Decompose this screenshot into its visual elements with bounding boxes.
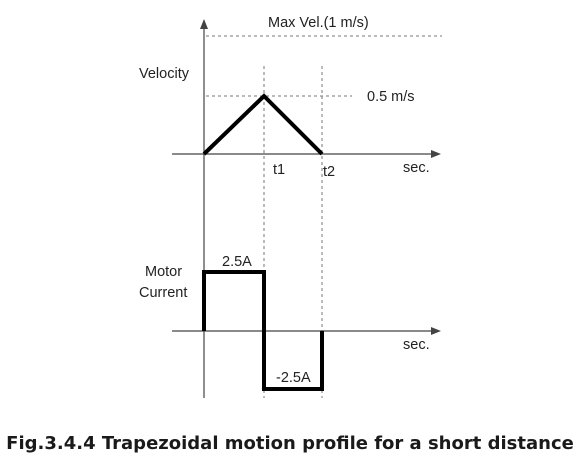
current-axis-label-line1: Motor [145,264,182,280]
t2-label: t2 [323,164,335,180]
max-velocity-label: Max Vel.(1 m/s) [268,15,369,31]
velocity-axis-label: Velocity [139,66,190,82]
current-axis-label-line2: Current [139,285,187,301]
time-unit-bottom-label: sec. [403,337,430,353]
negative-current-label: -2.5A [276,370,311,386]
velocity-time-axis-arrow [431,150,441,158]
t1-label: t1 [273,162,285,178]
velocity-profile [202,93,324,156]
vertical-axis-arrow [200,19,208,29]
peak-velocity-label: 0.5 m/s [367,89,415,105]
time-unit-top-label: sec. [403,160,430,176]
figure-caption: Fig.3.4.4 Trapezoidal motion profile for… [6,433,574,454]
positive-current-label: 2.5A [222,254,252,270]
current-time-axis-arrow [431,327,441,335]
current-profile [202,270,324,391]
